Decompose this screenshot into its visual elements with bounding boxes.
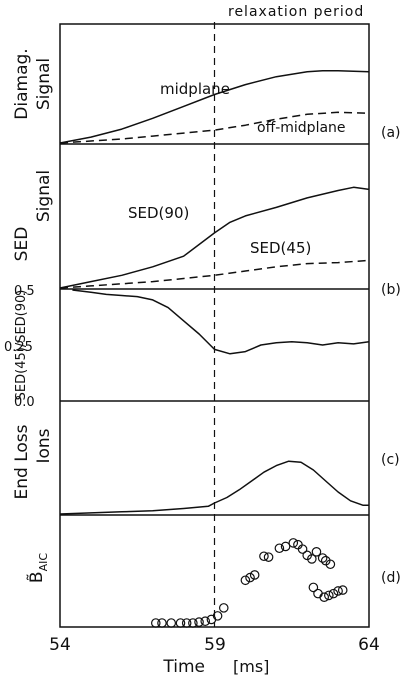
panel-tag-c: (c) xyxy=(381,452,400,468)
panel-d-point-15 xyxy=(263,552,274,562)
ytick-0-5: 0.5 xyxy=(14,284,35,299)
panel-d-point-33 xyxy=(337,585,348,595)
ytick-0-25: 0.25 xyxy=(4,340,33,355)
panel-d-point-14 xyxy=(259,551,269,562)
ylabel-panel-a: Diamag. Signal xyxy=(12,48,54,119)
svg-text:Time: Time xyxy=(162,657,205,677)
ylabel-panel-c: End Loss Ions xyxy=(12,424,54,499)
panel-d-point-28 xyxy=(313,588,323,599)
panel-tag-b: (b) xyxy=(381,282,401,298)
series-label-sed90: SED(90) xyxy=(128,204,189,222)
panel-d-point-23 xyxy=(311,546,322,557)
panel-d-point-12 xyxy=(245,572,255,583)
svg-text:Ions: Ions xyxy=(34,428,54,463)
panel-tag-d: (d) xyxy=(381,570,401,586)
panel-d-point-27 xyxy=(308,582,319,593)
panel-d-point-30 xyxy=(324,590,334,601)
series-label-midplane: midplane xyxy=(160,80,230,98)
svg-text:End Loss: End Loss xyxy=(12,424,32,499)
xtick-64: 64 xyxy=(358,635,380,655)
panel-d-point-0 xyxy=(150,618,161,628)
panel-d-point-11 xyxy=(240,575,251,586)
panel-d-point-1 xyxy=(157,618,167,628)
panel-d-point-20 xyxy=(297,544,308,554)
panel-d-point-24 xyxy=(317,553,328,563)
ytick-0-0: 0.0 xyxy=(14,395,35,410)
panel-d-point-5 xyxy=(188,618,198,628)
panel-d-point-13 xyxy=(249,570,260,580)
panel-d-point-26 xyxy=(325,559,336,570)
panel-d-point-6 xyxy=(194,617,204,627)
panel-c-line-series-0 xyxy=(59,460,369,515)
svg-text:B̃AIC: B̃AIC xyxy=(26,553,50,583)
relaxation-period-label: relaxation period xyxy=(228,4,364,20)
svg-text:Signal: Signal xyxy=(34,58,54,110)
series-label-off-midplane: off-midplane xyxy=(257,120,346,136)
panel-d-point-31 xyxy=(328,588,339,599)
panel-tag-a: (a) xyxy=(381,125,401,141)
ylabel-panel-b: SED Signal xyxy=(12,170,54,261)
panel-d-point-4 xyxy=(181,618,192,628)
svg-text:SED: SED xyxy=(12,227,32,262)
ylabel-panel-ratio: SED(45)/SED(90) xyxy=(14,290,29,401)
panel-d-point-9 xyxy=(212,611,223,621)
svg-text:Signal: Signal xyxy=(34,170,54,222)
xtick-54: 54 xyxy=(49,635,71,655)
panel-b-line-sed-90--0 xyxy=(59,186,370,289)
svg-text:SED(45)/SED(90): SED(45)/SED(90) xyxy=(14,290,29,401)
panel-d-point-3 xyxy=(175,618,186,628)
panel-d-point-2 xyxy=(166,618,177,628)
panel-d-point-16 xyxy=(274,543,285,554)
panel-a-line-midplane-0 xyxy=(59,69,370,144)
xtick-59: 59 xyxy=(204,635,226,655)
svg-text:Diamag.: Diamag. xyxy=(12,48,32,119)
panel-ratio-line-series-0 xyxy=(72,289,370,355)
series-label-sed45: SED(45) xyxy=(250,239,311,257)
panel-d-point-17 xyxy=(280,541,291,552)
panel-d-point-7 xyxy=(200,616,211,627)
panel-d-point-18 xyxy=(288,538,299,548)
chart-marks xyxy=(59,22,370,628)
svg-text:[ms]: [ms] xyxy=(233,657,269,676)
panel-d-point-32 xyxy=(333,586,343,596)
panel-d-point-10 xyxy=(218,603,229,613)
panel-d-point-22 xyxy=(307,554,317,564)
panel-d-point-29 xyxy=(319,592,329,602)
x-axis-label: Time [ms] xyxy=(162,657,269,677)
ylabel-panel-d: B̃AIC xyxy=(26,553,50,583)
